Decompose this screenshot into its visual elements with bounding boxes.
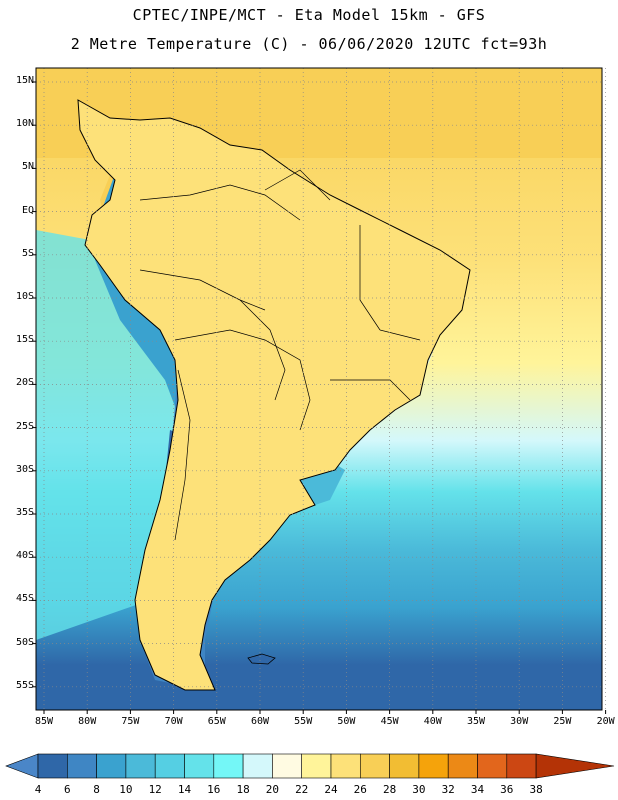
colorbar-label: 4 [34, 783, 42, 796]
lon-label: 85W [34, 716, 54, 727]
lon-label: 70W [164, 716, 183, 727]
colorbar-swatch [359, 753, 390, 779]
colorbar-label: 8 [93, 783, 100, 796]
lat-label: 50S [15, 636, 34, 648]
lat-label: 10S [15, 291, 34, 302]
lat-label: 40S [15, 550, 34, 562]
colorbar-label: 34 [470, 783, 485, 796]
lat-label: 55S [15, 679, 34, 691]
colorbar-label: 28 [382, 783, 397, 796]
colorbar-label: 12 [148, 783, 162, 796]
colorbar-label: 20 [265, 783, 280, 796]
colorbar-swatch [154, 753, 185, 779]
colorbar-label: 16 [207, 783, 221, 796]
lon-label: 30W [510, 716, 529, 727]
lat-label: 15N [15, 75, 34, 86]
lat-label: 15S [15, 334, 34, 346]
lat-label: 25S [15, 420, 34, 432]
lon-label: 80W [78, 716, 97, 727]
lon-label: 75W [121, 716, 140, 727]
colorbar-label: 36 [500, 783, 514, 796]
colorbar-label: 18 [236, 783, 250, 796]
lon-label: 65W [207, 716, 226, 727]
map-frame [35, 67, 603, 711]
lat-label: 5S [21, 247, 34, 259]
axis-ticks [32, 81, 607, 714]
colorbar-swatch [389, 753, 420, 779]
lat-label: 10N [15, 118, 34, 130]
colorbar-label: 10 [119, 783, 133, 796]
colorbar-label: 32 [441, 783, 455, 796]
lon-label: 55W [294, 716, 313, 727]
colorbar-swatch [506, 753, 537, 779]
lat-label: 20S [15, 377, 34, 389]
colorbar-label: 6 [63, 783, 71, 796]
colorbar-swatch [301, 753, 332, 779]
colorbar-swatch [242, 753, 273, 779]
colorbar [5, 753, 615, 779]
colorbar-swatch [272, 753, 302, 779]
lat-label: EQ [21, 204, 34, 216]
falkland-islands [247, 653, 276, 665]
colorbar-label: 38 [529, 783, 543, 796]
colorbar-swatch [125, 753, 156, 779]
colorbar-label: 26 [353, 783, 367, 796]
temperature-field [36, 68, 602, 710]
title-line-1: CPTEC/INPE/MCT - Eta Model 15km - GFS [132, 6, 486, 24]
lat-label: 5N [21, 161, 34, 173]
colorbar-low-arrow [5, 753, 39, 779]
colorbar-swatch [37, 753, 68, 779]
lon-label: 60W [250, 716, 270, 727]
lon-label: 40W [423, 716, 442, 727]
lon-label: 35W [466, 716, 486, 727]
colorbar-swatch [330, 753, 361, 779]
colorbar-swatch [447, 753, 478, 779]
lat-label: 35S [15, 507, 34, 518]
lat-label: 45S [15, 593, 34, 605]
lon-label: 25W [553, 716, 572, 727]
colorbar-label: 24 [324, 783, 338, 796]
lon-label: 50W [337, 716, 356, 727]
lat-label: 30S [15, 463, 34, 475]
colorbar-swatch [184, 753, 215, 779]
lon-label: 45W [380, 716, 399, 727]
colorbar-label: 30 [412, 783, 426, 796]
colorbar-swatch [67, 753, 97, 779]
colorbar-swatch [477, 753, 508, 779]
lon-label: 20W [596, 716, 615, 727]
colorbar-swatch [213, 753, 244, 779]
colorbar-high-arrow [535, 753, 615, 779]
colorbar-swatch [96, 753, 127, 779]
title-line-2: 2 Metre Temperature (C) - 06/06/2020 12U… [70, 35, 548, 53]
colorbar-label: 22 [295, 783, 309, 796]
colorbar-label: 14 [177, 783, 192, 796]
colorbar-swatch [418, 753, 449, 779]
